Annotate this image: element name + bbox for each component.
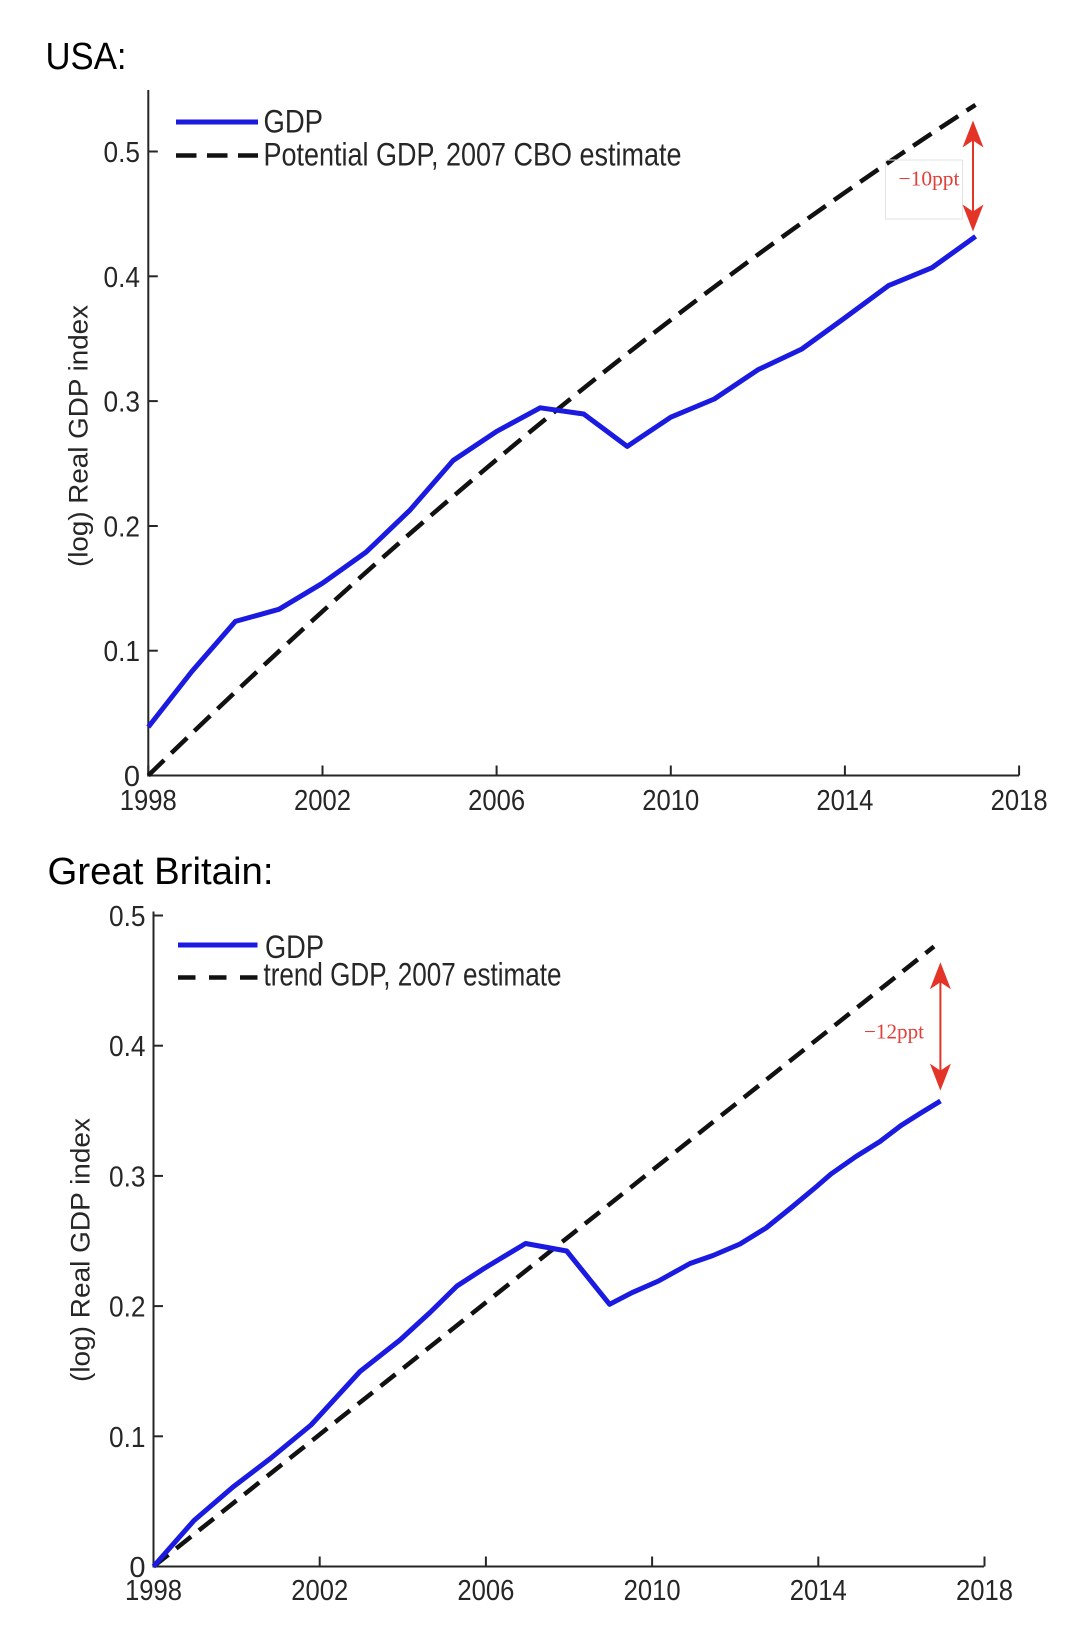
svg-text:0.4: 0.4 bbox=[104, 262, 141, 294]
svg-text:2006: 2006 bbox=[468, 785, 525, 817]
svg-text:2002: 2002 bbox=[291, 1575, 348, 1607]
svg-text:0: 0 bbox=[124, 761, 140, 793]
svg-text:0.1: 0.1 bbox=[104, 636, 141, 668]
svg-text:0.5: 0.5 bbox=[104, 137, 141, 169]
svg-text:USA:: USA: bbox=[46, 36, 127, 78]
svg-text:−10ppt: −10ppt bbox=[899, 167, 960, 191]
svg-text:0.5: 0.5 bbox=[109, 901, 146, 933]
svg-text:GDP: GDP bbox=[265, 929, 324, 965]
svg-text:1998: 1998 bbox=[120, 785, 177, 817]
svg-text:1998: 1998 bbox=[125, 1575, 182, 1607]
svg-text:0.2: 0.2 bbox=[104, 512, 141, 544]
svg-text:Great Britain:: Great Britain: bbox=[48, 851, 274, 893]
svg-text:0.3: 0.3 bbox=[104, 387, 141, 419]
svg-text:Potential GDP, 2007 CBO estima: Potential GDP, 2007 CBO estimate bbox=[264, 136, 682, 172]
svg-text:0.3: 0.3 bbox=[109, 1161, 146, 1193]
svg-text:2014: 2014 bbox=[790, 1575, 847, 1607]
svg-text:0.2: 0.2 bbox=[109, 1292, 146, 1324]
svg-text:(log) Real GDP index: (log) Real GDP index bbox=[64, 304, 94, 567]
svg-text:0.4: 0.4 bbox=[109, 1031, 146, 1063]
svg-text:2010: 2010 bbox=[624, 1575, 681, 1607]
svg-text:2006: 2006 bbox=[457, 1575, 514, 1607]
svg-text:2018: 2018 bbox=[991, 785, 1048, 817]
svg-text:2002: 2002 bbox=[294, 785, 351, 817]
svg-text:0.1: 0.1 bbox=[109, 1422, 146, 1454]
svg-text:2010: 2010 bbox=[642, 785, 699, 817]
svg-text:(log) Real GDP index: (log) Real GDP index bbox=[66, 1117, 96, 1382]
svg-text:trend GDP, 2007 estimate: trend GDP, 2007 estimate bbox=[264, 957, 562, 993]
svg-text:−12ppt: −12ppt bbox=[864, 1020, 924, 1044]
svg-text:0: 0 bbox=[129, 1552, 145, 1584]
svg-text:2018: 2018 bbox=[956, 1575, 1013, 1607]
svg-text:GDP: GDP bbox=[264, 104, 324, 140]
svg-text:2014: 2014 bbox=[816, 785, 873, 817]
